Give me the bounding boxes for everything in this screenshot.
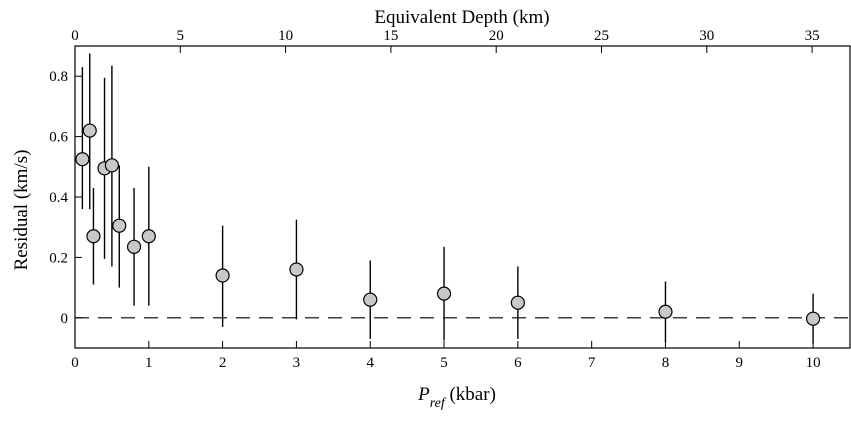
x2-tick-label: 0 bbox=[71, 28, 79, 44]
x2-tick-label: 25 bbox=[594, 28, 609, 44]
data-point bbox=[75, 152, 90, 167]
data-point bbox=[289, 262, 304, 277]
x2-tick-label: 15 bbox=[383, 28, 398, 44]
data-point bbox=[82, 123, 97, 138]
plot-frame bbox=[74, 45, 851, 349]
x-tick-label: 7 bbox=[588, 355, 596, 371]
x-tick-label: 8 bbox=[662, 355, 670, 371]
x2-tick-label: 20 bbox=[489, 28, 504, 44]
x-axis-title-unit: (kbar) bbox=[445, 384, 496, 405]
x2-tick-label: 30 bbox=[699, 28, 714, 44]
x-axis-title: Pref (kbar) bbox=[417, 384, 496, 411]
x-tick-label: 3 bbox=[293, 355, 301, 371]
y-tick-label: 0.4 bbox=[49, 190, 68, 206]
x-tick-label: 2 bbox=[219, 355, 227, 371]
x2-tick-label: 10 bbox=[278, 28, 293, 44]
x-tick-label: 9 bbox=[736, 355, 744, 371]
data-point bbox=[363, 292, 378, 307]
x2-axis-title: Equivalent Depth (km) bbox=[374, 7, 549, 28]
x-tick-label: 10 bbox=[806, 355, 821, 371]
y-tick-label: 0 bbox=[61, 311, 69, 327]
x-tick-label: 5 bbox=[440, 355, 448, 371]
data-point bbox=[436, 286, 452, 301]
x-tick-label: 4 bbox=[366, 355, 374, 371]
plot-area: 0 1 2 3 4 5 6 7 8 9 10 0 5 10 15 20 25 30 35 0 0.2 0.4 0.6 0.8 bbox=[49, 28, 851, 371]
y-axis-title: Residual (km/s) bbox=[11, 150, 32, 271]
x-tick-label: 0 bbox=[71, 355, 79, 371]
x2-tick-label: 5 bbox=[177, 28, 185, 44]
data-point bbox=[86, 229, 101, 244]
data-point bbox=[141, 229, 156, 244]
x2-tick-label: 35 bbox=[805, 28, 820, 44]
data-point bbox=[215, 268, 230, 283]
y-tick-label: 0.8 bbox=[49, 69, 68, 85]
x-axis-title-var: P bbox=[417, 384, 430, 405]
data-point bbox=[658, 304, 673, 319]
data-point bbox=[510, 295, 525, 310]
y-tick-label: 0.6 bbox=[49, 130, 68, 146]
data-point bbox=[112, 218, 127, 233]
x-tick-label: 6 bbox=[514, 355, 522, 371]
x-axis-title-sub: ref bbox=[430, 396, 447, 411]
data-point bbox=[104, 158, 120, 173]
y-tick-label: 0.2 bbox=[49, 250, 68, 266]
data-point bbox=[126, 239, 142, 254]
x-tick-label: 1 bbox=[145, 355, 153, 371]
data-point bbox=[805, 311, 821, 326]
